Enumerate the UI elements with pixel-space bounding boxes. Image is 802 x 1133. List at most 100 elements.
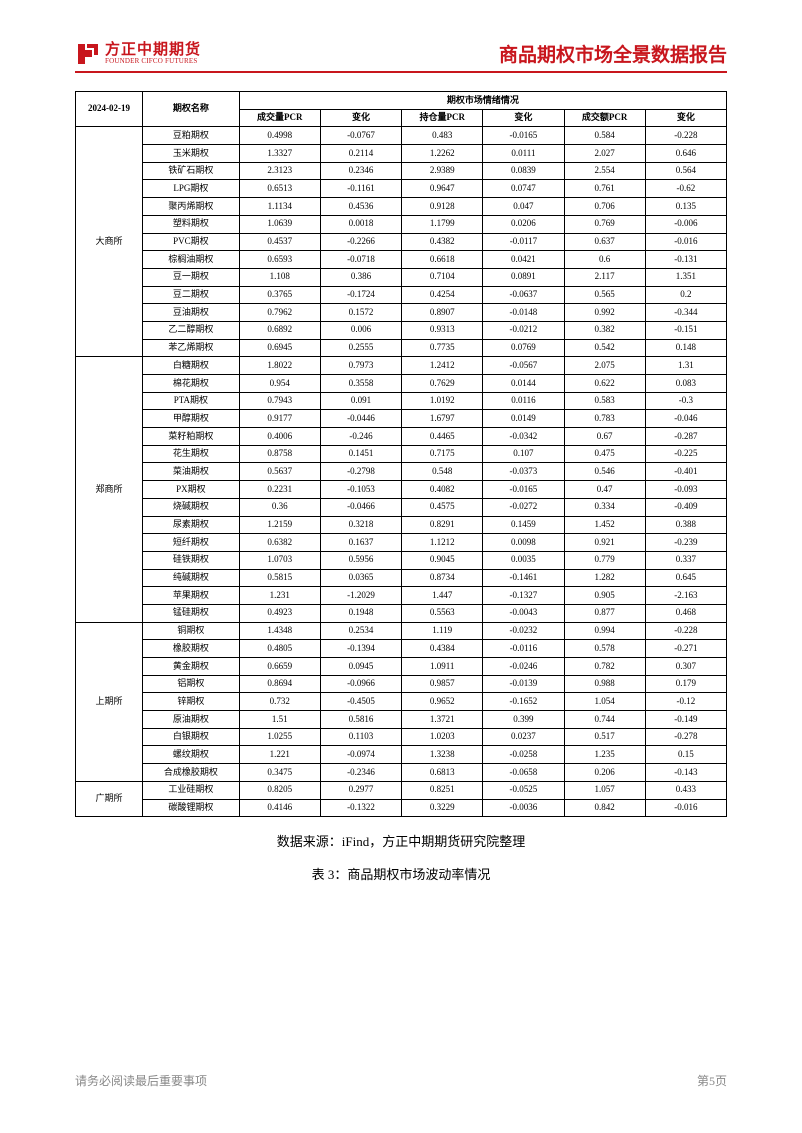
data-cell: 0.546 [564, 463, 645, 481]
data-cell: 1.1212 [402, 534, 483, 552]
table-row: 郑商所白糖期权1.80220.79731.2412-0.05672.0751.3… [76, 357, 727, 375]
data-cell: 0.67 [564, 428, 645, 446]
data-cell: -0.0637 [483, 286, 564, 304]
data-cell: 0.7943 [239, 392, 320, 410]
data-cell: -0.1394 [320, 640, 401, 658]
data-cell: -0.0446 [320, 410, 401, 428]
data-cell: 0.083 [645, 375, 726, 393]
data-cell: 0.565 [564, 286, 645, 304]
data-cell: 0.7735 [402, 339, 483, 357]
data-cell: 0.4536 [320, 198, 401, 216]
table-row: 黄金期权0.66590.09451.0911-0.02460.7820.307 [76, 658, 727, 676]
data-cell: 0.9647 [402, 180, 483, 198]
data-cell: 0.5815 [239, 569, 320, 587]
data-cell: -0.2346 [320, 764, 401, 782]
data-cell: -0.0117 [483, 233, 564, 251]
table-row: 碳酸锂期权0.4146-0.13220.3229-0.00360.842-0.0… [76, 799, 727, 817]
option-name-cell: 烧碱期权 [143, 498, 240, 516]
data-cell: 0.47 [564, 481, 645, 499]
data-cell: 0.148 [645, 339, 726, 357]
option-name-cell: PX期权 [143, 481, 240, 499]
data-cell: 0.36 [239, 498, 320, 516]
data-cell: 0.4805 [239, 640, 320, 658]
table-row: 聚丙烯期权1.11340.45360.91280.0470.7060.135 [76, 198, 727, 216]
option-name-cell: 塑料期权 [143, 215, 240, 233]
option-name-cell: 菜油期权 [143, 463, 240, 481]
data-cell: 0.1459 [483, 516, 564, 534]
data-cell: 2.117 [564, 268, 645, 286]
table-row: LPG期权0.6513-0.11610.96470.07470.761-0.62 [76, 180, 727, 198]
data-cell: 0.0839 [483, 162, 564, 180]
table-row: 广期所工业硅期权0.82050.29770.8251-0.05251.0570.… [76, 781, 727, 799]
data-cell: 0.842 [564, 799, 645, 817]
data-cell: 0.307 [645, 658, 726, 676]
column-header: 变化 [320, 109, 401, 127]
data-cell: -0.0165 [483, 127, 564, 145]
data-cell: 0.542 [564, 339, 645, 357]
data-cell: 1.1799 [402, 215, 483, 233]
data-cell: 0.779 [564, 551, 645, 569]
data-cell: 0.645 [645, 569, 726, 587]
data-cell: -0.4505 [320, 693, 401, 711]
data-cell: 0.4082 [402, 481, 483, 499]
data-cell: -0.246 [320, 428, 401, 446]
table-row: 白银期权1.02550.11031.02030.02370.517-0.278 [76, 728, 727, 746]
option-name-cell: 原油期权 [143, 711, 240, 729]
data-cell: 0.584 [564, 127, 645, 145]
data-cell: 0.179 [645, 675, 726, 693]
data-cell: -0.0232 [483, 622, 564, 640]
table-row: 硅铁期权1.07030.59560.90450.00350.7790.337 [76, 551, 727, 569]
data-cell: 1.3327 [239, 145, 320, 163]
data-cell: 0.7962 [239, 304, 320, 322]
data-cell: 1.3721 [402, 711, 483, 729]
option-name-cell: 棕榈油期权 [143, 251, 240, 269]
date-header: 2024-02-19 [76, 92, 143, 127]
data-cell: 1.054 [564, 693, 645, 711]
option-name-cell: 棉花期权 [143, 375, 240, 393]
data-cell: -0.006 [645, 215, 726, 233]
data-cell: -0.12 [645, 693, 726, 711]
data-cell: 0.988 [564, 675, 645, 693]
option-name-cell: 铁矿石期权 [143, 162, 240, 180]
option-name-cell: PTA期权 [143, 392, 240, 410]
data-cell: -0.0036 [483, 799, 564, 817]
data-cell: 0.5637 [239, 463, 320, 481]
data-cell: 0.732 [239, 693, 320, 711]
data-cell: -0.0718 [320, 251, 401, 269]
data-cell: 0.047 [483, 198, 564, 216]
option-name-cell: 黄金期权 [143, 658, 240, 676]
option-name-cell: 豆粕期权 [143, 127, 240, 145]
data-cell: 1.2159 [239, 516, 320, 534]
data-cell: 0.2231 [239, 481, 320, 499]
data-cell: 0.1637 [320, 534, 401, 552]
exchange-cell: 大商所 [76, 127, 143, 357]
data-cell: 0.5956 [320, 551, 401, 569]
data-cell: 0.6593 [239, 251, 320, 269]
data-cell: 0.091 [320, 392, 401, 410]
data-cell: 0.8907 [402, 304, 483, 322]
data-cell: 0.6513 [239, 180, 320, 198]
data-cell: 0.0747 [483, 180, 564, 198]
option-name-cell: LPG期权 [143, 180, 240, 198]
data-cell: 0.8734 [402, 569, 483, 587]
data-cell: 0.107 [483, 445, 564, 463]
data-cell: 0.4146 [239, 799, 320, 817]
data-cell: 1.282 [564, 569, 645, 587]
table-row: 棉花期权0.9540.35580.76290.01440.6220.083 [76, 375, 727, 393]
data-cell: 0.548 [402, 463, 483, 481]
data-cell: 0.0421 [483, 251, 564, 269]
table-row: 乙二醇期权0.68920.0060.9313-0.02120.382-0.151 [76, 321, 727, 339]
data-cell: 0.646 [645, 145, 726, 163]
data-cell: -0.1161 [320, 180, 401, 198]
data-cell: -0.151 [645, 321, 726, 339]
logo-text-cn: 方正中期期货 [105, 42, 201, 59]
data-cell: 1.231 [239, 587, 320, 605]
data-cell: -0.228 [645, 127, 726, 145]
data-cell: 0.564 [645, 162, 726, 180]
data-cell: -0.62 [645, 180, 726, 198]
data-cell: 1.119 [402, 622, 483, 640]
data-cell: -0.0165 [483, 481, 564, 499]
table-row: 豆二期权0.3765-0.17240.4254-0.06370.5650.2 [76, 286, 727, 304]
data-cell: 0.5816 [320, 711, 401, 729]
data-cell: 1.221 [239, 746, 320, 764]
